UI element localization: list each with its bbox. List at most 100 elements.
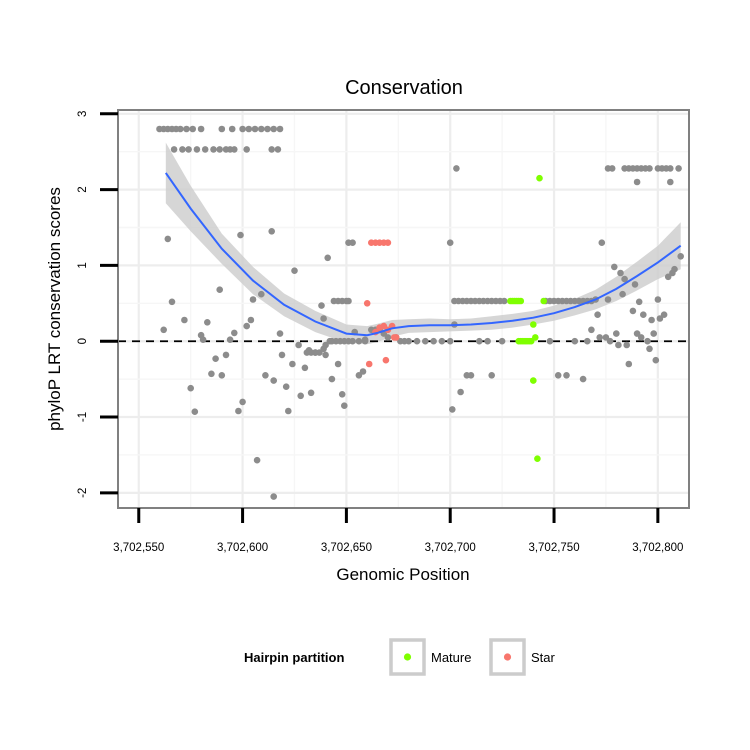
data-point-other (191, 408, 199, 416)
data-point-other (579, 375, 587, 383)
data-point-other (268, 228, 276, 235)
smooth-line (164, 172, 682, 337)
data-point-other (422, 337, 429, 345)
data-point-other (546, 337, 554, 345)
data-point-other (667, 178, 674, 186)
data-point-other (602, 334, 610, 341)
x-tick-label: 3,702,600 (217, 542, 268, 554)
data-point-other (563, 372, 570, 379)
data-point-other (164, 235, 172, 243)
data-point-mature (530, 377, 537, 384)
data-point-other (453, 165, 460, 172)
data-point-star (365, 360, 373, 368)
x-axis: 3,702,550 3,702,600 3,702,650 3,702,700 3,70… (113, 508, 683, 554)
data-point-other (324, 254, 332, 262)
data-point-star (392, 334, 400, 341)
data-point-star (384, 239, 392, 246)
data-point-other (185, 146, 192, 153)
data-point-other (359, 368, 367, 375)
x-tick-label: 3,702,550 (113, 542, 164, 554)
data-point-other (258, 125, 265, 133)
data-point-other (270, 493, 278, 500)
data-point-other (598, 239, 606, 246)
data-point-other (168, 298, 176, 306)
legend-title: Hairpin partition (244, 650, 344, 665)
data-point-other (355, 337, 363, 345)
data-point-mature (534, 455, 541, 463)
data-point-other (349, 239, 356, 246)
data-point-other (243, 146, 250, 153)
data-point-other (361, 337, 369, 345)
y-tick-label: 0 (77, 338, 89, 344)
data-point-other (633, 178, 641, 186)
data-point-other (247, 316, 255, 324)
data-point-other (235, 407, 242, 415)
data-point-mature (532, 334, 539, 341)
data-point-mature (536, 174, 543, 182)
data-point-other (619, 290, 626, 298)
data-point-other (349, 337, 356, 345)
data-point-other (258, 290, 265, 298)
data-point-other (212, 355, 219, 363)
data-point-other (498, 337, 506, 345)
y-axis-title: phyloP LRT conservation scores (45, 187, 64, 431)
data-point-other (646, 165, 653, 172)
data-point-other (187, 384, 194, 392)
data-point-other (177, 125, 184, 133)
data-point-other (239, 398, 246, 406)
data-point-mature (530, 321, 537, 328)
data-point-other (189, 125, 196, 133)
data-point-other (413, 337, 421, 345)
data-point-other (201, 146, 209, 153)
data-point-other (181, 316, 188, 324)
legend: Hairpin partition Mature Star (244, 638, 556, 676)
data-point-other (297, 392, 305, 400)
data-point-other (654, 296, 662, 303)
data-point-other (253, 456, 261, 464)
data-point-other (291, 267, 298, 275)
data-point-other (226, 336, 234, 344)
data-point-other (289, 360, 296, 368)
data-point-other (677, 252, 684, 260)
data-point-other (268, 146, 276, 153)
y-tick-label: -2 (77, 488, 89, 498)
data-point-other (301, 364, 309, 372)
legend-marker-star (503, 653, 512, 661)
data-point-other (635, 298, 643, 306)
data-point-other (476, 337, 483, 345)
data-point-other (228, 125, 236, 133)
data-point-other (664, 273, 672, 281)
data-point-other (554, 372, 562, 379)
data-point-other (322, 341, 329, 349)
data-point-other (449, 406, 456, 413)
data-point-other (675, 165, 682, 172)
smooth-curve (164, 172, 682, 337)
data-point-other (588, 326, 595, 334)
data-point-other (197, 125, 205, 133)
y-tick-label: -1 (77, 412, 89, 422)
data-point-other (276, 330, 284, 337)
data-point-other (584, 337, 591, 345)
data-point-other (345, 297, 352, 305)
data-point-other (608, 165, 616, 172)
data-point-other (307, 389, 315, 397)
data-point-other (278, 351, 286, 359)
data-point-other (594, 311, 601, 319)
data-point-other (204, 319, 211, 326)
y-tick-label: 1 (77, 262, 89, 268)
data-point-other (216, 146, 223, 153)
data-point-other (270, 377, 278, 384)
data-point-other (606, 337, 614, 345)
data-point-other (276, 125, 284, 133)
data-point-other (231, 146, 238, 153)
y-tick-label: 3 (77, 111, 89, 117)
data-point-other (218, 125, 226, 133)
data-point-other (384, 334, 392, 341)
y-axis: -2 -1 0 1 2 3 (77, 111, 118, 498)
data-point-other (262, 372, 269, 379)
data-point-other (644, 337, 651, 345)
data-point-other (629, 307, 637, 315)
data-points (156, 125, 684, 500)
